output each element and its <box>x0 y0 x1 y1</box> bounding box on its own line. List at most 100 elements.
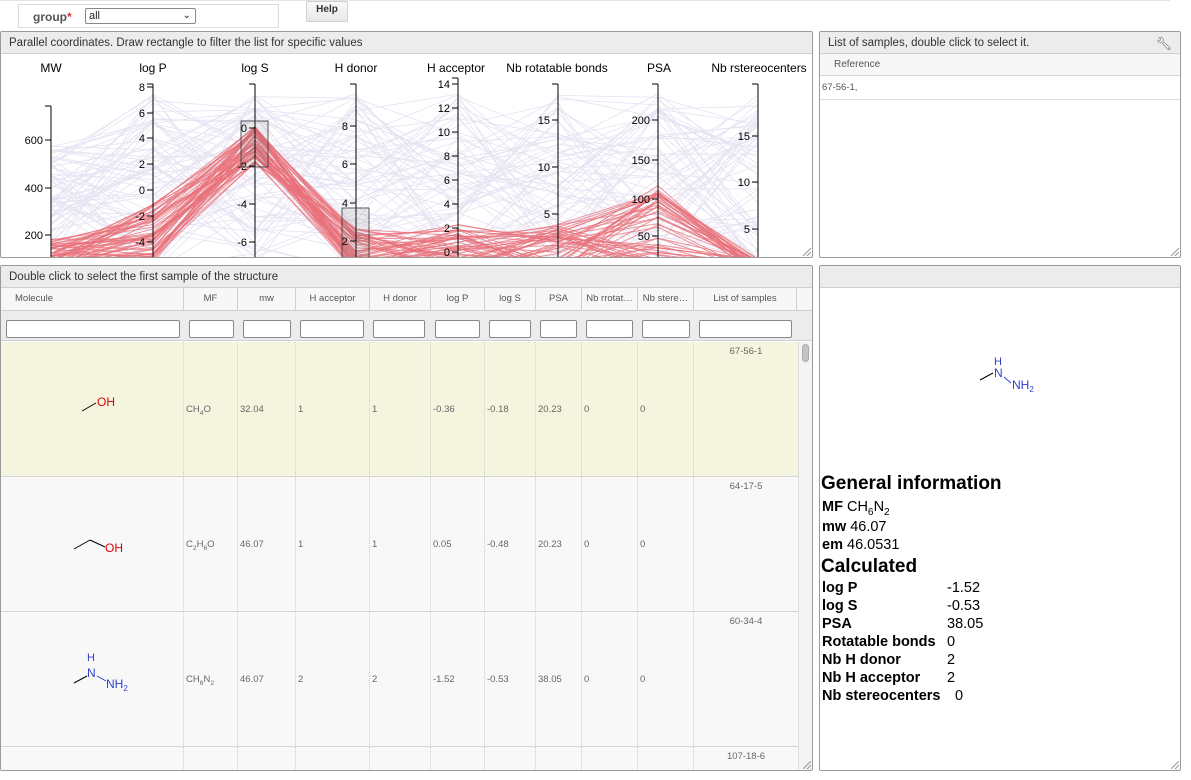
resize-handle[interactable] <box>803 761 811 769</box>
oh-label: OH <box>105 541 123 555</box>
h-donor-value: 1 <box>372 539 378 550</box>
faded-line <box>50 95 759 222</box>
group-select[interactable]: all ⌄ <box>85 8 196 24</box>
filter-nb-stereo-input[interactable] <box>642 320 690 338</box>
psa-value: 20.23 <box>538 539 562 550</box>
log-p-value: -1.52 <box>433 674 455 685</box>
faded-line <box>50 107 759 236</box>
table-row[interactable]: 107-18-6 <box>1 747 798 770</box>
n-label: N <box>87 666 96 680</box>
sample-line <box>113 130 631 257</box>
faded-line <box>50 96 759 236</box>
filter-psa-input[interactable] <box>540 320 577 338</box>
filter-h-acceptor-input[interactable] <box>300 320 364 338</box>
stereo-value: 0 <box>640 539 646 550</box>
samples-list-title: List of samples, double click to select … <box>820 32 1180 54</box>
calc-row: Nb stereocenters 0 <box>822 688 964 704</box>
h-label: H <box>994 356 1002 368</box>
tick-label: 50 <box>638 231 650 243</box>
log-s-value: -0.53 <box>487 674 509 685</box>
col-h-acceptor[interactable]: H acceptor <box>296 288 370 311</box>
help-button[interactable]: Help <box>306 1 348 22</box>
axis-title: MW <box>40 61 62 75</box>
molecule-table-title: Double click to select the first sample … <box>1 266 812 288</box>
tick-label: 8 <box>139 82 145 94</box>
molecule-cell: OH <box>1 477 184 612</box>
samples-value[interactable]: 60-34-4 <box>729 616 763 627</box>
tick-label: 15 <box>538 115 550 127</box>
col-mf[interactable]: MF <box>184 288 238 311</box>
resize-handle[interactable] <box>1171 248 1179 256</box>
col-psa[interactable]: PSA <box>536 288 582 311</box>
samples-reference-header[interactable]: Reference <box>820 54 1180 76</box>
samples-list-item[interactable]: 67-56-1, <box>820 76 1180 100</box>
col-log-s[interactable]: log S <box>485 288 536 311</box>
filter-h-donor-input[interactable] <box>373 320 425 338</box>
tick-label: 6 <box>342 159 348 171</box>
faded-line <box>50 111 759 169</box>
col-molecule[interactable]: Molecule <box>1 288 184 311</box>
tick-label: 0 <box>444 247 450 257</box>
axis-title: H acceptor <box>427 61 485 75</box>
tick-label: 2 <box>444 223 450 235</box>
top-divider <box>0 0 1170 1</box>
col-list-of-samples[interactable]: List of samples <box>694 288 797 311</box>
faded-line <box>51 93 759 257</box>
sample-line <box>50 149 738 257</box>
faded-line <box>50 121 759 200</box>
info-em: em 46.0531 <box>822 537 900 553</box>
rotatable-value: 0 <box>584 539 590 550</box>
filter-log-p-input[interactable] <box>435 320 480 338</box>
table-filter-row <box>1 311 812 341</box>
faded-line <box>50 107 759 203</box>
filter-mf-input[interactable] <box>189 320 234 338</box>
col-mw[interactable]: mw <box>238 288 296 311</box>
samples-value[interactable]: 107-18-6 <box>726 751 766 762</box>
faded-line <box>50 138 759 251</box>
filter-samples-input[interactable] <box>699 320 792 338</box>
table-row[interactable]: OH CH4O 32.04 1 1 -0.36 -0.18 20.23 0 0 … <box>1 342 798 477</box>
col-nb-stereo[interactable]: Nb stere… <box>638 288 694 311</box>
tick-label: 15 <box>738 131 750 143</box>
table-row[interactable]: H N NH2 CH6N2 46.07 2 2 -1.52 -0.53 38.0… <box>1 612 798 747</box>
tick-label: 10 <box>738 177 750 189</box>
mf-value: CH6N2 <box>186 674 215 687</box>
methylhydrazine-structure: H N NH2 <box>73 652 128 693</box>
tick-label: 10 <box>438 127 450 139</box>
resize-handle[interactable] <box>803 248 811 256</box>
filter-mw-input[interactable] <box>243 320 291 338</box>
samples-value[interactable]: 64-17-5 <box>729 481 763 492</box>
scrollbar-thumb[interactable] <box>802 344 809 362</box>
resize-handle[interactable] <box>1171 761 1179 769</box>
axis-title: Nb rstereocenters <box>711 61 806 75</box>
parallel-coordinates-panel: Parallel coordinates. Draw rectangle to … <box>0 31 813 258</box>
faded-line <box>50 129 759 235</box>
tick-label: 5 <box>744 224 750 236</box>
wrench-icon[interactable]: 🔧︎ <box>1155 36 1172 51</box>
tick-label: 200 <box>25 230 43 242</box>
molecule-cell: OH <box>1 342 184 477</box>
samples-value[interactable]: 67-56-1 <box>729 346 763 357</box>
sample-line <box>50 147 746 257</box>
col-nb-rotatable[interactable]: Nb rrotat… <box>582 288 638 311</box>
axis-title: log P <box>139 61 166 75</box>
tick-label: 12 <box>438 103 450 115</box>
psa-value: 20.23 <box>538 404 562 415</box>
log-s-brush[interactable] <box>240 120 269 168</box>
filter-nb-rotatable-input[interactable] <box>586 320 633 338</box>
axis-1: log P 8 6 4 2 0 -2 -4 <box>135 61 167 257</box>
filter-log-s-input[interactable] <box>489 320 531 338</box>
molecule-table-panel: Double click to select the first sample … <box>0 265 813 771</box>
filter-molecule-input[interactable] <box>6 320 180 338</box>
h-donor-brush[interactable] <box>341 207 370 257</box>
tick-label: -2 <box>135 211 145 223</box>
col-h-donor[interactable]: H donor <box>370 288 431 311</box>
faded-line <box>50 109 759 232</box>
col-log-p[interactable]: log P <box>431 288 485 311</box>
calc-row: Rotatable bonds 0 <box>822 634 956 650</box>
table-scrollbar[interactable] <box>798 342 812 770</box>
table-row[interactable]: OH C2H6O 46.07 1 1 0.05 -0.48 20.23 0 0 … <box>1 477 798 612</box>
sample-line <box>81 129 753 257</box>
tick-label: 6 <box>139 108 145 120</box>
